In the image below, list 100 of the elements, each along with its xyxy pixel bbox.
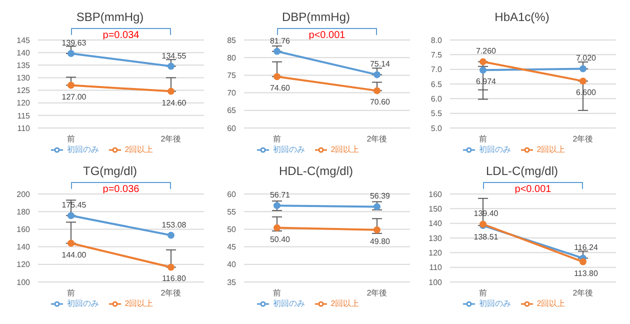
data-label: 139.63 [62, 38, 87, 48]
y-tick-label: 85 [227, 36, 237, 45]
y-tick-label: 115 [17, 111, 31, 120]
y-tick-label: 60 [227, 124, 237, 133]
chart-title: SBP(mmHg) [75, 9, 145, 26]
data-label: 75.14 [370, 60, 391, 69]
point [274, 73, 280, 80]
point [274, 48, 280, 55]
annotation: p=0.034 [102, 30, 140, 41]
legend-label: 初回のみ [478, 145, 511, 154]
y-tick-label: 45 [227, 242, 237, 252]
y-tick-label: 110 [17, 124, 31, 133]
y-tick-label: 6.0 [430, 94, 443, 104]
point [68, 82, 74, 89]
y-tick-label: 145 [16, 36, 31, 45]
data-label: 124.60 [162, 98, 187, 108]
x-tick-label: 前 [479, 134, 487, 144]
point [374, 226, 380, 234]
legend-label: 2回以上 [124, 299, 154, 308]
x-tick-label: 前 [67, 288, 75, 298]
y-tick-label: 140 [16, 48, 31, 58]
y-tick-label: 120 [16, 260, 31, 270]
y-tick-label: 75 [227, 71, 237, 80]
y-tick-label: 160 [16, 225, 31, 234]
y-tick-label: 140 [16, 242, 31, 252]
y-tick-label: 130 [428, 234, 443, 243]
legend-label: 初回のみ [66, 299, 99, 308]
legend-label: 2回以上 [124, 145, 154, 154]
y-tick-label: 135 [16, 60, 31, 70]
legend-label: 初回のみ [478, 299, 511, 308]
y-tick-label: 50 [227, 225, 237, 234]
point [580, 78, 586, 85]
annotation: p<0.001 [308, 30, 346, 41]
chart-title: TG(mg/dl) [82, 163, 138, 180]
y-tick-label: 130 [16, 74, 31, 83]
point [168, 232, 174, 239]
data-label: 81.76 [270, 36, 291, 46]
legend-label: 2回以上 [536, 299, 566, 308]
x-tick-label: 前 [273, 288, 281, 298]
chart-title: HbA1c(%) [494, 9, 550, 26]
x-tick-label: 2年後 [366, 288, 388, 298]
data-label: 113.80 [574, 268, 598, 278]
y-tick-label: 140 [428, 219, 443, 228]
legend-label: 初回のみ [272, 145, 305, 154]
data-label: 74.60 [270, 84, 291, 93]
point [374, 87, 380, 94]
y-tick-label: 120 [428, 248, 443, 258]
data-label: 153.08 [162, 220, 187, 230]
y-tick-label: 6.5 [430, 80, 443, 89]
data-label: 7.020 [576, 54, 597, 63]
data-label: 134.55 [162, 51, 187, 60]
point [68, 50, 74, 57]
point [480, 58, 486, 66]
y-tick-label: 7.5 [430, 50, 443, 60]
point [480, 66, 486, 74]
data-label: 56.39 [370, 192, 391, 201]
y-tick-label: 5.5 [430, 109, 443, 118]
y-tick-label: 65 [227, 106, 237, 116]
data-label: 50.40 [270, 234, 291, 244]
data-label: 144.00 [62, 250, 87, 260]
point [274, 224, 280, 232]
point [68, 212, 74, 220]
y-tick-label: 100 [16, 278, 31, 287]
y-tick-label: 120 [16, 98, 31, 108]
y-tick-label: 5.0 [430, 124, 443, 133]
data-label: 127.00 [62, 92, 87, 102]
point [168, 88, 174, 95]
point [374, 71, 380, 78]
annotation: p<0.001 [514, 184, 552, 195]
legend-label: 2回以上 [330, 299, 360, 308]
y-tick-label: 200 [16, 190, 31, 199]
y-tick-label: 110 [429, 263, 443, 272]
data-label: 70.60 [370, 98, 391, 107]
x-tick-label: 2年後 [366, 134, 388, 144]
y-tick-label: 180 [16, 207, 31, 216]
legend-label: 2回以上 [536, 145, 566, 154]
legend-label: 初回のみ [272, 299, 305, 308]
y-tick-label: 160 [428, 190, 443, 199]
annotation: p=0.036 [102, 184, 140, 195]
x-tick-label: 2年後 [572, 288, 594, 298]
y-tick-label: 55 [227, 207, 237, 216]
y-tick-label: 7.0 [430, 65, 443, 74]
y-tick-label: 40 [227, 260, 237, 270]
legend-label: 2回以上 [330, 145, 360, 154]
y-tick-label: 60 [227, 190, 237, 199]
y-tick-label: 150 [428, 204, 443, 214]
chart-title: HDL-C(mg/dl) [278, 163, 354, 180]
data-label: 138.51 [474, 232, 499, 242]
x-tick-label: 前 [479, 288, 487, 298]
x-tick-label: 2年後 [160, 288, 182, 298]
data-label: 56.71 [270, 190, 291, 200]
point [580, 258, 586, 266]
point [580, 65, 586, 72]
legend-label: 初回のみ [66, 145, 99, 154]
x-tick-label: 2年後 [160, 134, 182, 144]
y-tick-label: 100 [428, 278, 443, 287]
y-tick-label: 8.0 [430, 36, 443, 45]
y-tick-label: 125 [16, 86, 31, 96]
point [168, 62, 174, 70]
chart-title: LDL-C(mg/dl) [484, 163, 559, 180]
